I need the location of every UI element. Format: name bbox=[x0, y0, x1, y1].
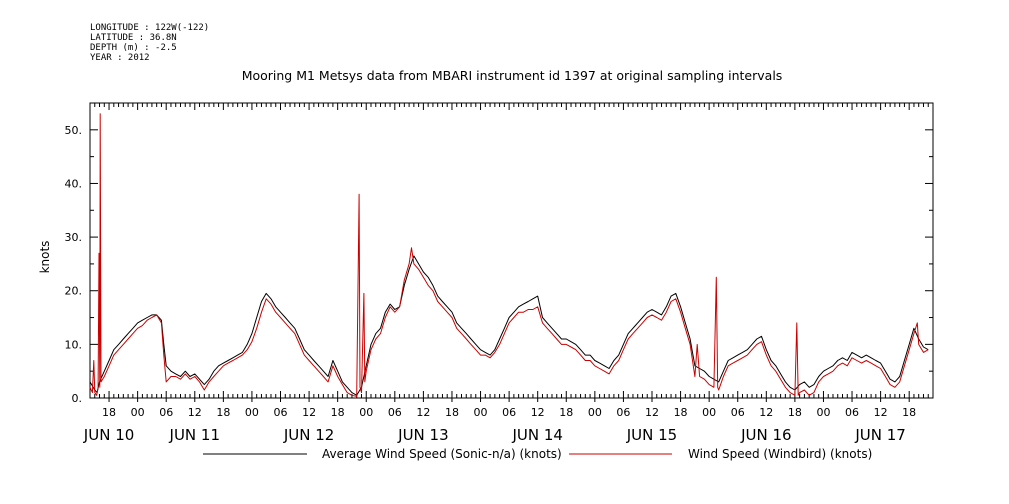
y-tick-label: 40. bbox=[65, 177, 83, 190]
y-tick-label: 50. bbox=[65, 124, 83, 137]
x-tick-label: 00 bbox=[816, 406, 830, 419]
x-tick-label: 12 bbox=[302, 406, 316, 419]
x-tick-label: 06 bbox=[388, 406, 402, 419]
x-tick-label: 12 bbox=[874, 406, 888, 419]
x-tick-label: 18 bbox=[445, 406, 459, 419]
x-day-label: JUN 13 bbox=[397, 426, 448, 444]
y-tick-label: 20. bbox=[65, 285, 83, 298]
x-day-label: JUN 11 bbox=[169, 426, 220, 444]
chart-title: Mooring M1 Metsys data from MBARI instru… bbox=[242, 68, 783, 83]
x-tick-label: 18 bbox=[559, 406, 573, 419]
x-tick-label: 00 bbox=[131, 406, 145, 419]
x-tick-label: 12 bbox=[188, 406, 202, 419]
y-tick-label: 30. bbox=[65, 231, 83, 244]
x-tick-label: 06 bbox=[616, 406, 630, 419]
x-tick-label: 00 bbox=[245, 406, 259, 419]
x-tick-label: 06 bbox=[502, 406, 516, 419]
x-tick-label: 06 bbox=[274, 406, 288, 419]
y-axis: 0. 10. 20. 30. 40. 50. bbox=[65, 124, 933, 405]
plot-frame bbox=[89, 102, 934, 399]
x-day-label: JUN 12 bbox=[283, 426, 334, 444]
x-tick-label: 00 bbox=[474, 406, 488, 419]
x-tick-label: 18 bbox=[216, 406, 230, 419]
x-day-label: JUN 16 bbox=[740, 426, 791, 444]
y-axis-label: knots bbox=[38, 241, 52, 274]
y-tick-label: 10. bbox=[65, 338, 83, 351]
x-tick-label: 06 bbox=[731, 406, 745, 419]
x-axis: 18 00 06 12 18 00 06 12 18 00 06 12 18 00 06 12 18 00 06 12… bbox=[83, 103, 934, 444]
x-day-label: JUN 10 bbox=[83, 426, 134, 444]
x-tick-label: 12 bbox=[416, 406, 430, 419]
x-tick-label: 06 bbox=[845, 406, 859, 419]
longitude-text: LONGITUDE : 122W(-122) bbox=[90, 23, 209, 33]
series-line-average-wind-speed bbox=[89, 255, 929, 396]
x-tick-label: 18 bbox=[102, 406, 116, 419]
x-tick-label: 12 bbox=[645, 406, 659, 419]
x-tick-label: 12 bbox=[531, 406, 545, 419]
x-tick-label: 00 bbox=[588, 406, 602, 419]
x-day-label: JUN 17 bbox=[854, 426, 905, 444]
series-layer bbox=[89, 113, 929, 397]
x-tick-label: 18 bbox=[331, 406, 345, 419]
x-tick-label: 18 bbox=[902, 406, 916, 419]
metadata-block: LONGITUDE : 122W(-122) LATITUDE : 36.8N … bbox=[90, 23, 209, 63]
legend: Average Wind Speed (Sonic-n/a) (knots) W… bbox=[203, 447, 872, 461]
x-tick-label: 06 bbox=[159, 406, 173, 419]
x-tick-label: 18 bbox=[788, 406, 802, 419]
legend-label-average: Average Wind Speed (Sonic-n/a) (knots) bbox=[322, 447, 562, 461]
year-text: YEAR : 2012 bbox=[90, 53, 150, 63]
legend-label-windbird: Wind Speed (Windbird) (knots) bbox=[688, 447, 872, 461]
x-day-label: JUN 15 bbox=[626, 426, 677, 444]
x-tick-label: 00 bbox=[702, 406, 716, 419]
y-tick-label: 0. bbox=[72, 392, 83, 405]
latitude-text: LATITUDE : 36.8N bbox=[90, 33, 177, 43]
x-tick-label: 18 bbox=[674, 406, 688, 419]
x-day-label: JUN 14 bbox=[511, 426, 562, 444]
depth-text: DEPTH (m) : -2.5 bbox=[90, 43, 177, 53]
x-tick-label: 12 bbox=[759, 406, 773, 419]
series-line-windbird-wind-speed bbox=[89, 113, 929, 397]
x-tick-label: 00 bbox=[359, 406, 373, 419]
